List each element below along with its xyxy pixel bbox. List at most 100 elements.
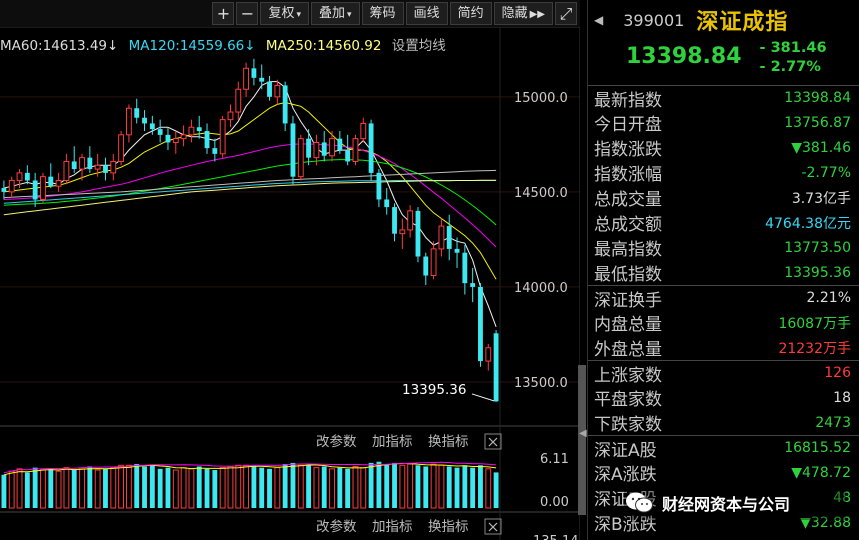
- candle-body: [188, 126, 195, 136]
- low-pointer: [471, 393, 495, 402]
- expand-icon[interactable]: ⤢: [555, 2, 577, 25]
- volume-bar: [392, 462, 397, 508]
- candle-body: [470, 283, 476, 287]
- quote-label: 深B涨跌: [594, 515, 657, 535]
- quote-value: 126: [824, 365, 851, 381]
- candle: [392, 203, 397, 242]
- bottom-tick: 135.14: [533, 534, 579, 540]
- price-tick: 14000.0: [514, 281, 568, 296]
- candle-body: [16, 172, 23, 181]
- quote-value: 2.21%: [806, 290, 851, 306]
- candle-body: [329, 138, 335, 157]
- quote-value: 16087万手: [778, 315, 851, 332]
- candle: [149, 115, 155, 135]
- volume-bar: [290, 462, 296, 508]
- arrow-down-icon: ↓: [107, 38, 119, 54]
- ma-settings-link[interactable]: 设置均线: [391, 38, 446, 54]
- draw-line-button[interactable]: 画线: [405, 2, 448, 25]
- volume-bar: [376, 461, 382, 508]
- volume-bar: [337, 467, 343, 508]
- candle: [297, 134, 304, 181]
- quote-value: 13773.50: [784, 239, 851, 256]
- volume-bar: [352, 465, 359, 509]
- ma-line-ma5: [3, 81, 497, 327]
- panel-scrollbar[interactable]: [578, 365, 586, 515]
- candle: [24, 165, 30, 185]
- volume-bar: [306, 465, 312, 508]
- hide-button[interactable]: 隐藏 ▶▶: [493, 2, 553, 25]
- index-name: 深证成指: [696, 10, 789, 35]
- close-icon[interactable]: [484, 518, 502, 535]
- ma-line-ma30: [3, 159, 497, 226]
- ma250-label: MA250:14560.92: [265, 38, 382, 54]
- volume-bar: [485, 468, 492, 509]
- candle: [352, 134, 359, 166]
- adjust-button[interactable]: 复权 ▾: [260, 2, 309, 25]
- adjust-label: 复权: [268, 6, 295, 21]
- kline-chart[interactable]: 15000.0 14500.0 14000.0 13500.0 6.11 0.00 135.…: [0, 0, 580, 540]
- candle: [274, 79, 281, 105]
- candle: [462, 245, 468, 295]
- candle-body: [415, 210, 421, 257]
- candle-body: [392, 207, 397, 234]
- candle: [157, 119, 163, 143]
- overlay-button[interactable]: 叠加 ▾: [311, 2, 360, 25]
- candle: [32, 172, 38, 208]
- candle-body: [55, 179, 62, 187]
- collapse-arrow-icon[interactable]: ◀: [579, 428, 587, 439]
- ma-line-ma250: [3, 179, 497, 216]
- candle-body: [438, 225, 445, 250]
- candle-body: [172, 138, 179, 143]
- volume-bar: [110, 467, 117, 509]
- candle: [423, 252, 429, 286]
- prev-arrow-icon[interactable]: ◀: [594, 13, 604, 27]
- zoom-out-button[interactable]: −: [236, 2, 259, 25]
- candle-body: [360, 122, 367, 140]
- current-price: 13398.84: [626, 44, 742, 69]
- volume-bar: [16, 468, 23, 509]
- candle-body: [462, 252, 468, 284]
- quote-label: 深证A股: [594, 440, 657, 461]
- volume-bar: [345, 468, 351, 508]
- candle-body: [321, 142, 327, 156]
- volume-bar: [219, 467, 226, 509]
- quote-row: 最高指数 13773.50: [588, 235, 859, 261]
- chips-button[interactable]: 筹码: [361, 2, 404, 25]
- volume-bar: [415, 465, 421, 508]
- ma-line-ma10: [3, 101, 497, 280]
- volume-bar: [1, 474, 7, 508]
- candle-body: [48, 176, 54, 187]
- indicator-tool-2[interactable]: 换指标: [428, 434, 469, 450]
- indicator-tool-0[interactable]: 改参数: [316, 433, 357, 450]
- candle: [470, 267, 476, 303]
- candle-body: [337, 138, 343, 151]
- zoom-in-button[interactable]: +: [212, 2, 235, 25]
- wechat-icon: [626, 492, 653, 513]
- quote-header: ◀ 399001 深证成指 13398.84 - 381.46 - 2.77%: [588, 0, 859, 85]
- volume-bar: [118, 464, 125, 509]
- candle: [134, 98, 140, 124]
- close-icon[interactable]: [484, 433, 502, 450]
- candle-body: [134, 108, 140, 118]
- volume-bar: [79, 468, 85, 509]
- indicator-tool-1[interactable]: 加指标: [372, 519, 413, 535]
- volume-bar: [267, 468, 272, 508]
- indicator-tool-2[interactable]: 换指标: [428, 519, 469, 535]
- volume-tick: 0.00: [540, 495, 569, 510]
- indicator-tool-0[interactable]: 改参数: [316, 518, 357, 535]
- candle-body: [71, 161, 77, 170]
- quote-row: 今日开盘 13756.87: [588, 110, 859, 136]
- simple-button[interactable]: 简约: [449, 2, 492, 25]
- chart-toolbar: + − 复权 ▾ 叠加 ▾ 筹码 画线 简约 隐藏 ▶▶ ⤢: [0, 0, 580, 27]
- volume-bar: [204, 468, 210, 508]
- candle-body: [24, 172, 30, 181]
- volume-tick: 6.11: [540, 452, 569, 467]
- volume-bar: [212, 470, 218, 508]
- volume-bar: [87, 466, 93, 508]
- indicator-tool-1[interactable]: 加指标: [372, 434, 413, 450]
- candle-body: [454, 248, 460, 253]
- candle: [360, 117, 367, 143]
- quote-value: 13398.84: [784, 90, 851, 106]
